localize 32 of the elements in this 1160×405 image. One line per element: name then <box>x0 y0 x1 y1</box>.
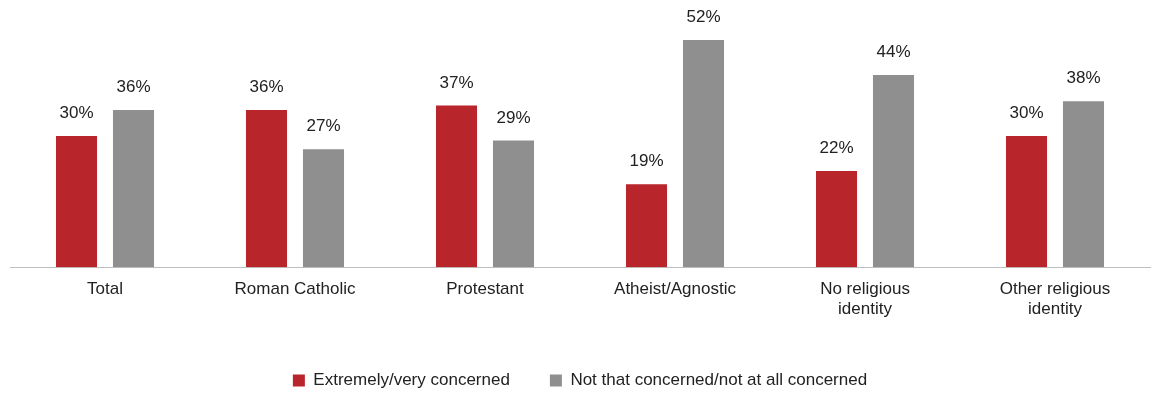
bar <box>245 109 288 268</box>
bar <box>872 74 915 268</box>
data-label: 36% <box>249 77 284 97</box>
data-label: 52% <box>686 7 721 27</box>
data-label: 29% <box>496 107 531 127</box>
x-tick-label: Atheist/Agnostic <box>614 279 737 299</box>
x-tick-label: Other religious identity <box>999 279 1111 319</box>
bar <box>112 109 155 268</box>
legend-label: Extremely/very concerned <box>313 370 510 390</box>
data-label: 22% <box>819 138 854 158</box>
data-label: 38% <box>1066 68 1101 88</box>
bar <box>435 105 478 268</box>
data-label: 44% <box>876 42 911 62</box>
legend-label: Not that concerned/not at all concerned <box>570 370 868 390</box>
x-tick-label: Protestant <box>446 279 525 299</box>
bar <box>682 40 725 268</box>
data-label: 36% <box>116 77 151 97</box>
bar <box>55 136 98 268</box>
data-label: 19% <box>629 151 664 171</box>
bar <box>625 184 668 268</box>
x-tick-label: Roman Catholic <box>234 279 356 299</box>
bar <box>492 140 535 268</box>
bar <box>815 171 858 268</box>
bar <box>1062 101 1105 268</box>
bar <box>1005 136 1048 268</box>
data-label: 27% <box>306 116 341 136</box>
data-label: 30% <box>1009 103 1044 123</box>
x-tick-label: Total <box>87 279 123 299</box>
x-tick-label: No religious identity <box>820 279 910 319</box>
data-label: 37% <box>439 72 474 92</box>
bar <box>302 149 345 268</box>
data-label: 30% <box>59 103 94 123</box>
